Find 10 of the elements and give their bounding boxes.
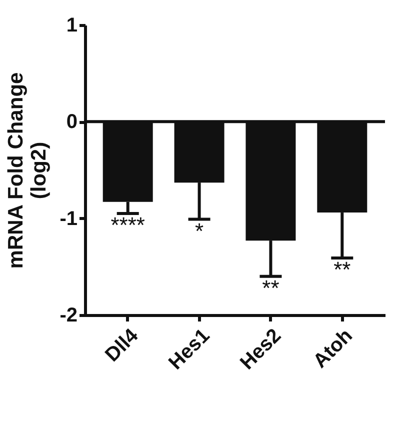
x-tick-label: Dll4 xyxy=(101,324,144,366)
annotation: ** xyxy=(262,275,280,300)
annotation: ** xyxy=(334,256,352,282)
y-tick-label: 1 xyxy=(66,14,78,36)
y-tick-label: 0 xyxy=(66,111,78,134)
y-axis-title: mRNA Fold Change (log2) xyxy=(4,72,51,269)
y-tick-label: -1 xyxy=(60,208,78,230)
y-tick-label: -2 xyxy=(60,304,78,326)
annotation: * xyxy=(195,218,204,244)
annotation: **** xyxy=(110,212,146,238)
